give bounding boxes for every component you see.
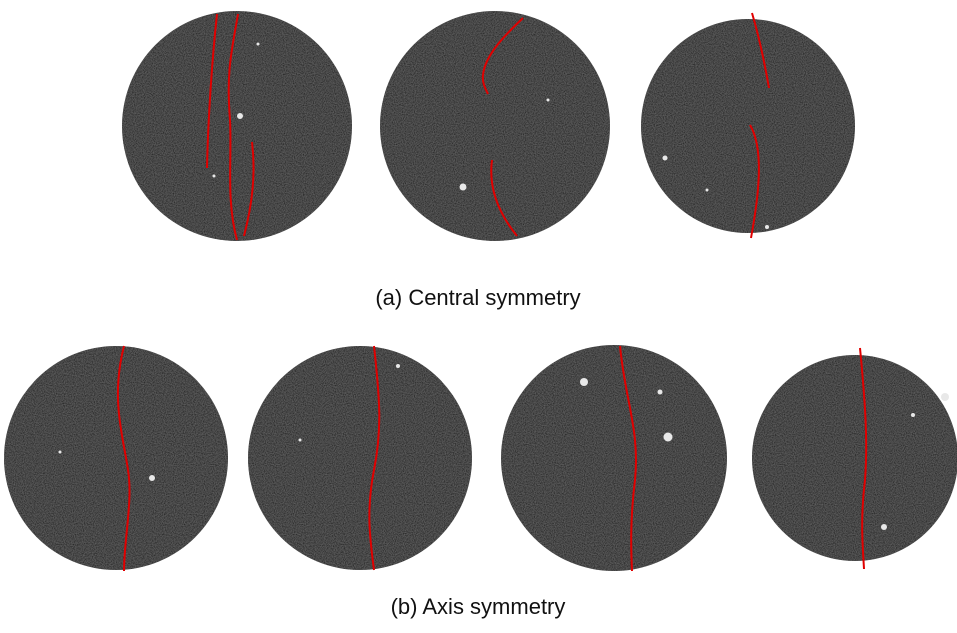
specimen (4, 345, 957, 571)
caption: (a) Central symmetry (375, 285, 580, 310)
page: {"figure": {"panels": [{"caption": "(a) … (0, 0, 957, 633)
caption: (b) Axis symmetry (391, 594, 566, 619)
figure: (a) Central symmetry (b) Axis symmetry (0, 0, 957, 633)
